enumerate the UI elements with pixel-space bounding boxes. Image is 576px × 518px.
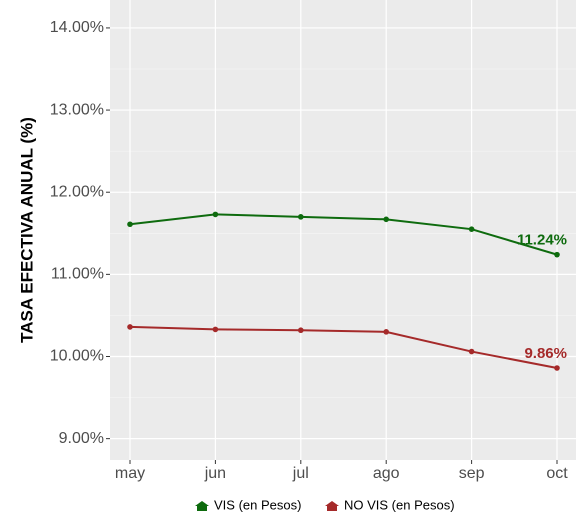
y-tick-label: 11.00%	[51, 266, 104, 283]
series-line	[129, 325, 558, 369]
legend-icon	[195, 501, 209, 511]
point	[127, 221, 133, 228]
x-tick-label: sep	[459, 465, 485, 482]
y-tick-label: 10.00%	[50, 348, 104, 365]
x-tick-label: oct	[546, 465, 568, 482]
point	[468, 226, 475, 232]
y-tick-label: 12.00%	[50, 183, 104, 200]
legend-label: VIS (en Pesos)	[214, 497, 301, 512]
point	[383, 329, 390, 335]
y-tick-label: 9.00%	[59, 430, 104, 447]
x-tick-label: may	[115, 465, 145, 482]
y-axis-title: TASA EFECTIVA ANUAL (%)	[17, 117, 36, 343]
value-label: 11.24%	[517, 232, 567, 249]
series-line	[129, 213, 558, 256]
value-label: 9.86%	[524, 345, 567, 362]
point	[127, 324, 133, 330]
legend-label: NO VIS (en Pesos)	[344, 497, 455, 512]
x-tick-label: ago	[373, 465, 400, 482]
point	[468, 348, 475, 355]
point	[554, 251, 560, 258]
point	[298, 327, 304, 334]
legend-icon	[325, 501, 339, 511]
y-tick-label: 14.00%	[50, 19, 104, 36]
panel	[110, 0, 576, 460]
point	[298, 214, 304, 220]
point	[212, 326, 219, 333]
x-tick-label: jun	[204, 465, 226, 482]
x-tick-label: jul	[292, 465, 309, 482]
point	[554, 365, 560, 371]
y-tick-label: 13.00%	[50, 101, 104, 118]
point	[212, 211, 219, 218]
point	[383, 216, 390, 223]
